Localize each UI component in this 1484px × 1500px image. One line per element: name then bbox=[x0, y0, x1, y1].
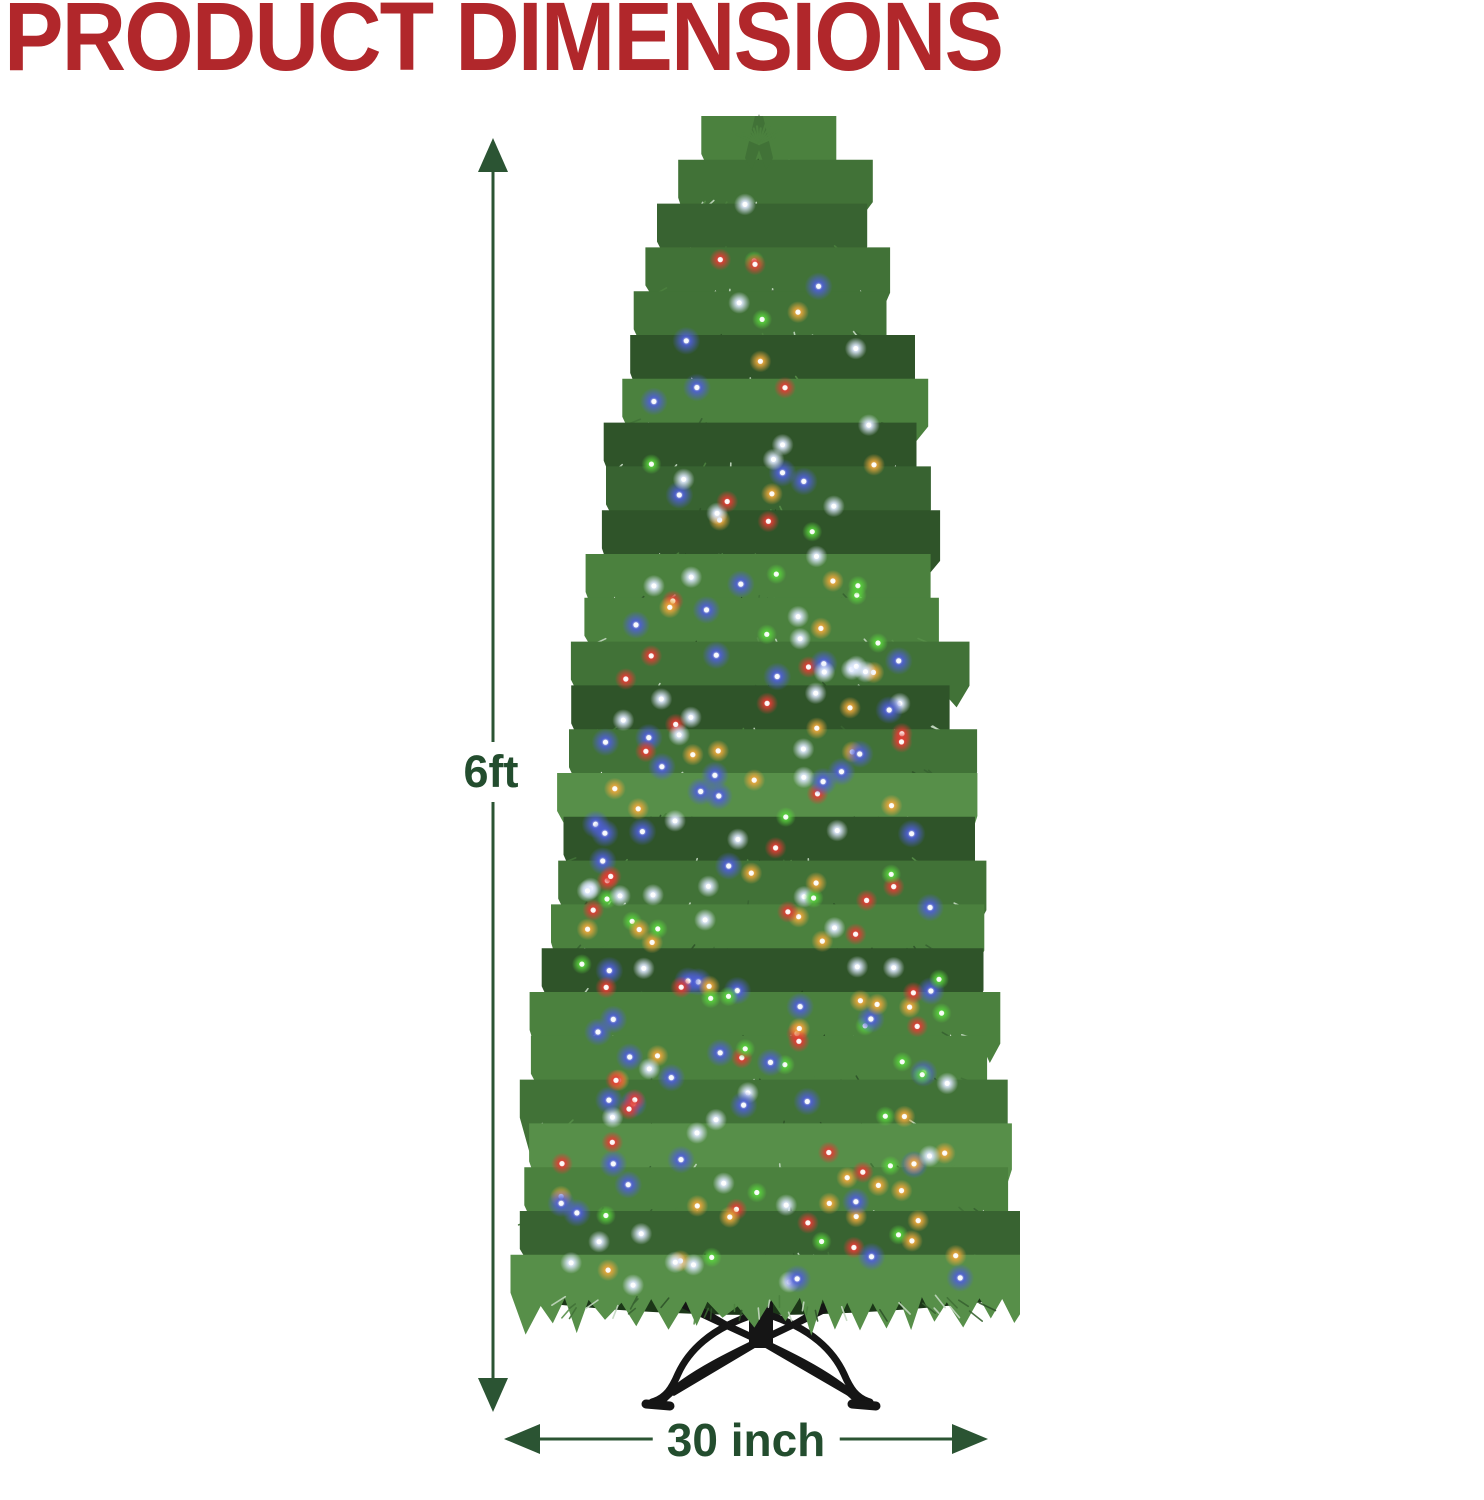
page-title: PRODUCT DIMENSIONS bbox=[4, 0, 1004, 91]
christmas-tree-image bbox=[510, 114, 1020, 1411]
height-dimension-label: 6ft bbox=[453, 742, 529, 802]
width-dimension-label: 30 inch bbox=[652, 1411, 840, 1469]
